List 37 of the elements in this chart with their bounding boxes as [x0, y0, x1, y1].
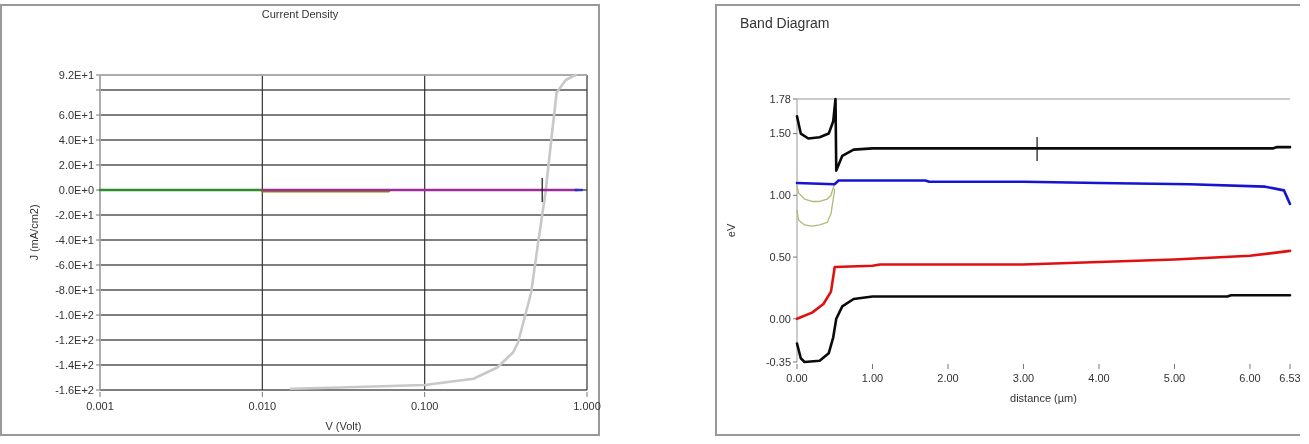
- y-tick-label: 1.50: [769, 127, 791, 140]
- x-tick-label: 4.00: [1088, 372, 1110, 384]
- x-tick-label: 1.000: [573, 400, 601, 412]
- y-tick-label: -1.4E+2: [55, 358, 94, 371]
- y-tick-label: -4.0E+1: [55, 233, 94, 246]
- y-tick-label: 6.0E+1: [58, 108, 94, 121]
- y-tick-label: 1.00: [769, 189, 791, 202]
- y-tick-label: 0.0E+0: [58, 183, 94, 196]
- y-tick-label: -1.2E+2: [55, 333, 94, 346]
- y-tick-label: 2.0E+1: [58, 158, 94, 171]
- x-tick-label: 3.00: [1012, 372, 1035, 384]
- y-tick-label: -2.0E+1: [55, 208, 94, 221]
- x-tick-label: 5.00: [1163, 372, 1186, 384]
- x-tick-label: 6.00: [1239, 372, 1261, 384]
- x-axis-title: V (Volt): [325, 420, 362, 432]
- y-tick-label: -1.0E+2: [55, 308, 94, 321]
- x-tick-label: 1.00: [861, 372, 884, 384]
- y-tick-label: -6.0E+1: [55, 258, 94, 271]
- y-tick-label: -8.0E+1: [55, 283, 94, 296]
- y-tick-label: 9.2E+1: [58, 68, 94, 81]
- y-tick-label: -0.35: [765, 355, 791, 368]
- x-tick-label: 0.100: [410, 400, 439, 412]
- chart-title: Band Diagram: [740, 15, 830, 31]
- x-tick-label: 0.010: [248, 400, 277, 412]
- x-tick-label: 6.53: [1279, 372, 1301, 384]
- x-tick-label: 2.00: [937, 372, 959, 384]
- y-tick-label: 1.78: [769, 92, 791, 105]
- y-axis-title: J (mA/cm2): [28, 204, 40, 261]
- y-tick-label: 4.0E+1: [58, 133, 94, 146]
- chart-title: Current Density: [261, 8, 339, 20]
- y-tick-label: 0.00: [769, 312, 791, 325]
- x-tick-label: 0.001: [86, 400, 114, 412]
- y-tick-label: -1.6E+2: [55, 383, 94, 396]
- x-axis-title: distance (µm): [1010, 392, 1077, 404]
- y-tick-label: 0.50: [769, 250, 791, 263]
- x-tick-label: 0.00: [786, 372, 808, 384]
- y-axis-title: eV: [725, 223, 737, 238]
